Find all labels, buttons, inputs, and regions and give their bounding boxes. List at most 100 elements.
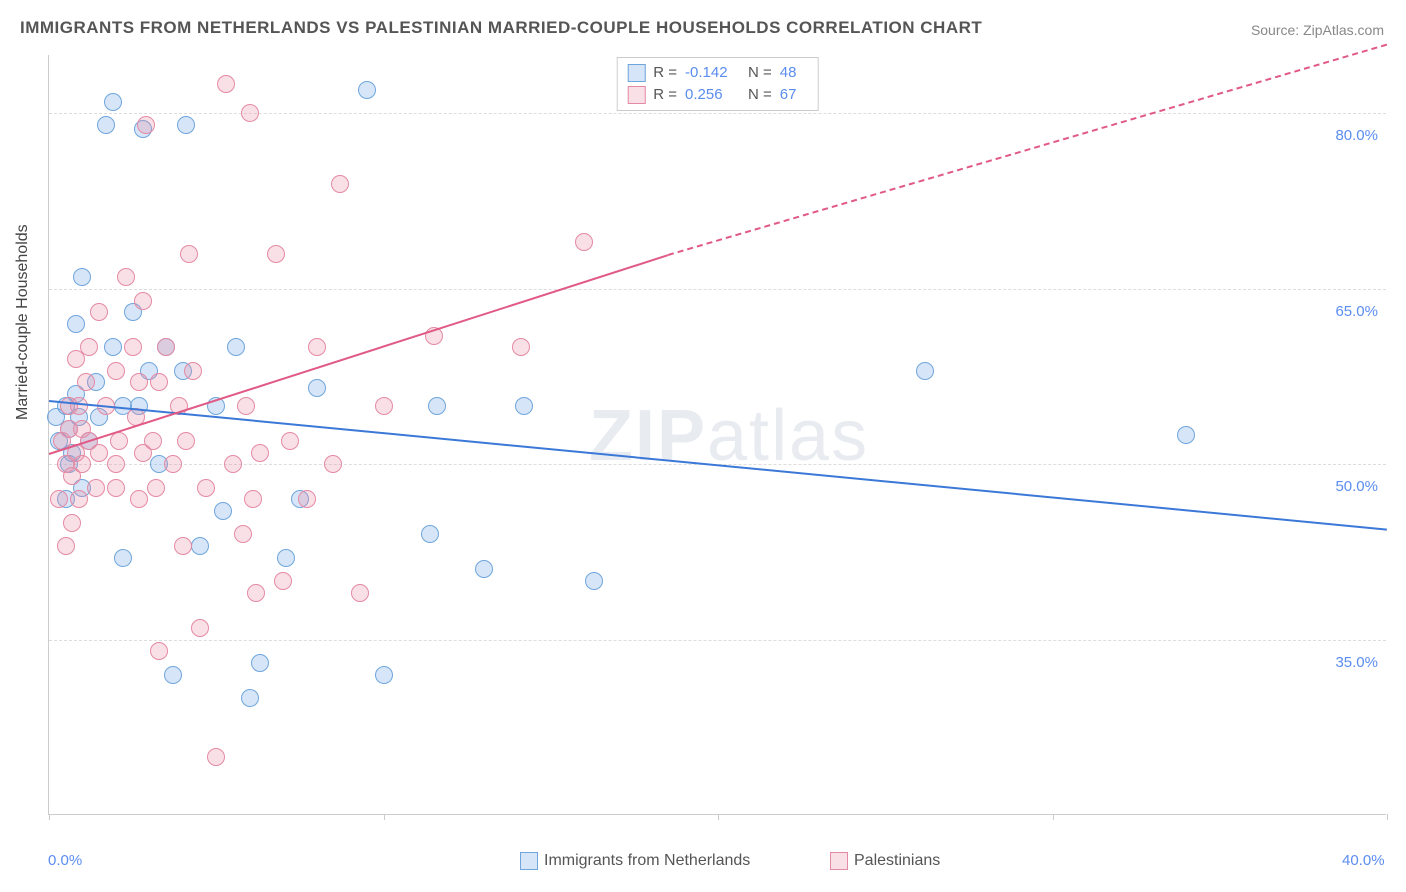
scatter-point (87, 479, 105, 497)
scatter-point (217, 75, 235, 93)
scatter-point (63, 514, 81, 532)
scatter-point (180, 245, 198, 263)
x-tick-mark (1387, 814, 1388, 820)
scatter-point (107, 362, 125, 380)
scatter-point (137, 116, 155, 134)
n-label: N = (748, 84, 772, 106)
scatter-point (107, 455, 125, 473)
scatter-point (585, 572, 603, 590)
r-label: R = (653, 84, 677, 106)
scatter-point (237, 397, 255, 415)
scatter-point (916, 362, 934, 380)
n-label: N = (748, 62, 772, 84)
scatter-point (107, 479, 125, 497)
scatter-point (575, 233, 593, 251)
n-value: 67 (780, 84, 808, 106)
scatter-point (184, 362, 202, 380)
legend-row: R = 0.256 N = 67 (627, 84, 808, 106)
swatch-icon (627, 86, 645, 104)
scatter-plot: ZIPatlas R = -0.142 N = 48 R = 0.256 N =… (48, 55, 1386, 815)
scatter-point (251, 654, 269, 672)
scatter-point (324, 455, 342, 473)
legend-label: Palestinians (854, 852, 940, 870)
x-tick-mark (718, 814, 719, 820)
scatter-point (73, 268, 91, 286)
scatter-point (298, 490, 316, 508)
scatter-point (247, 584, 265, 602)
x-tick-label: 40.0% (1342, 852, 1385, 869)
scatter-point (308, 379, 326, 397)
scatter-point (177, 116, 195, 134)
scatter-point (351, 584, 369, 602)
x-tick-label: 0.0% (48, 852, 82, 869)
scatter-point (475, 560, 493, 578)
scatter-point (130, 373, 148, 391)
scatter-point (104, 338, 122, 356)
scatter-point (191, 619, 209, 637)
gridline (49, 289, 1386, 290)
y-axis-label: Married-couple Households (14, 224, 32, 420)
scatter-point (174, 537, 192, 555)
chart-title: IMMIGRANTS FROM NETHERLANDS VS PALESTINI… (20, 18, 982, 38)
scatter-point (114, 549, 132, 567)
scatter-point (70, 490, 88, 508)
r-value: 0.256 (685, 84, 740, 106)
legend-label: Immigrants from Netherlands (544, 852, 750, 870)
x-tick-mark (49, 814, 50, 820)
scatter-point (421, 525, 439, 543)
scatter-point (164, 666, 182, 684)
swatch-icon (627, 64, 645, 82)
scatter-point (234, 525, 252, 543)
scatter-point (67, 315, 85, 333)
scatter-point (77, 373, 95, 391)
scatter-point (134, 292, 152, 310)
scatter-point (241, 104, 259, 122)
n-value: 48 (780, 62, 808, 84)
scatter-point (157, 338, 175, 356)
scatter-point (50, 490, 68, 508)
scatter-point (241, 689, 259, 707)
scatter-point (244, 490, 262, 508)
scatter-point (104, 93, 122, 111)
y-tick-label: 35.0% (1335, 654, 1378, 671)
scatter-point (227, 338, 245, 356)
scatter-point (150, 373, 168, 391)
y-tick-label: 50.0% (1335, 478, 1378, 495)
trend-line (49, 400, 1387, 531)
source-credit: Source: ZipAtlas.com (1251, 22, 1384, 38)
scatter-point (375, 397, 393, 415)
scatter-point (515, 397, 533, 415)
scatter-point (110, 432, 128, 450)
scatter-point (144, 432, 162, 450)
scatter-point (197, 479, 215, 497)
scatter-point (130, 490, 148, 508)
scatter-point (1177, 426, 1195, 444)
gridline (49, 640, 1386, 641)
scatter-point (150, 642, 168, 660)
scatter-point (177, 432, 195, 450)
scatter-point (224, 455, 242, 473)
scatter-point (80, 338, 98, 356)
scatter-point (512, 338, 530, 356)
scatter-point (57, 537, 75, 555)
scatter-point (331, 175, 349, 193)
legend-correlation: R = -0.142 N = 48 R = 0.256 N = 67 (616, 57, 819, 111)
scatter-point (277, 549, 295, 567)
scatter-point (308, 338, 326, 356)
scatter-point (124, 338, 142, 356)
scatter-point (117, 268, 135, 286)
scatter-point (73, 455, 91, 473)
scatter-point (191, 537, 209, 555)
scatter-point (90, 303, 108, 321)
scatter-point (90, 444, 108, 462)
scatter-point (147, 479, 165, 497)
x-tick-mark (1053, 814, 1054, 820)
trend-line (49, 254, 668, 455)
x-tick-mark (384, 814, 385, 820)
scatter-point (97, 116, 115, 134)
scatter-point (267, 245, 285, 263)
r-label: R = (653, 62, 677, 84)
scatter-point (428, 397, 446, 415)
legend-series-1: Palestinians (830, 852, 940, 870)
legend-row: R = -0.142 N = 48 (627, 62, 808, 84)
